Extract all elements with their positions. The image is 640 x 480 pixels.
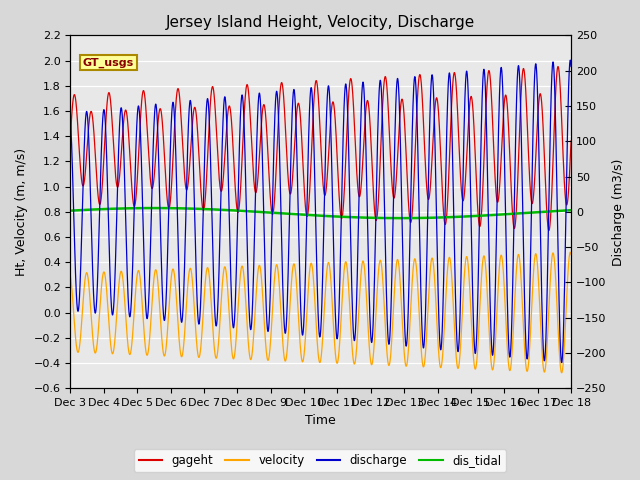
velocity	[478, 266, 486, 272]
discharge	[367, 332, 374, 337]
gageht	[258, 116, 266, 122]
velocity	[567, 252, 575, 258]
gageht	[554, 64, 562, 70]
Title: Jersey Island Height, Velocity, Discharge: Jersey Island Height, Velocity, Discharg…	[166, 15, 476, 30]
dis_tidal	[567, 207, 575, 213]
Line: gageht: gageht	[70, 67, 571, 230]
gageht	[367, 132, 374, 138]
Line: dis_tidal: dis_tidal	[70, 208, 571, 218]
velocity	[367, 359, 374, 364]
gageht	[478, 202, 486, 207]
Y-axis label: Discharge (m3/s): Discharge (m3/s)	[612, 158, 625, 265]
dis_tidal	[440, 215, 448, 220]
dis_tidal	[258, 209, 266, 215]
discharge	[567, 63, 575, 69]
velocity	[258, 278, 266, 284]
velocity	[392, 265, 400, 271]
dis_tidal	[367, 215, 374, 221]
gageht	[545, 228, 553, 233]
velocity	[67, 273, 74, 279]
dis_tidal	[67, 208, 74, 214]
gageht	[567, 138, 575, 144]
gageht	[392, 180, 400, 186]
dis_tidal	[157, 205, 165, 211]
discharge	[258, 131, 266, 136]
gageht	[67, 134, 74, 140]
discharge	[478, 98, 486, 104]
gageht	[157, 110, 165, 116]
discharge	[558, 360, 566, 365]
X-axis label: Time: Time	[305, 414, 336, 427]
velocity	[566, 249, 574, 255]
Legend: gageht, velocity, discharge, dis_tidal: gageht, velocity, discharge, dis_tidal	[134, 449, 506, 472]
velocity	[558, 370, 566, 376]
gageht	[440, 215, 448, 221]
discharge	[157, 259, 165, 264]
dis_tidal	[150, 205, 158, 211]
discharge	[392, 96, 400, 102]
dis_tidal	[479, 213, 486, 218]
velocity	[440, 331, 448, 336]
dis_tidal	[392, 215, 400, 221]
Y-axis label: Ht, Velocity (m, m/s): Ht, Velocity (m, m/s)	[15, 148, 28, 276]
Line: velocity: velocity	[70, 252, 571, 373]
discharge	[67, 118, 74, 123]
Text: GT_usgs: GT_usgs	[83, 57, 134, 68]
Line: discharge: discharge	[70, 60, 571, 362]
dis_tidal	[397, 215, 404, 221]
discharge	[566, 57, 574, 63]
discharge	[440, 261, 448, 267]
velocity	[157, 330, 165, 336]
